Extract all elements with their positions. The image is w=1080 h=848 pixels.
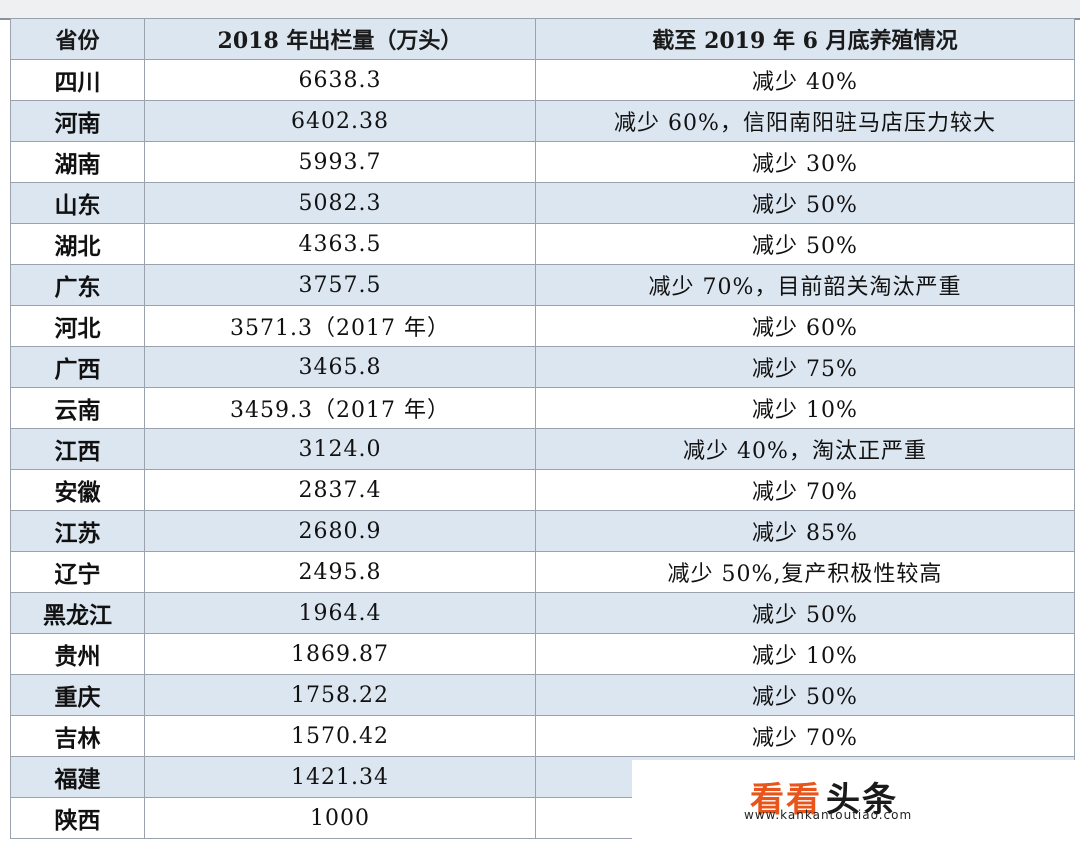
- province-cell: 吉林: [10, 715, 145, 757]
- output-cell: 1421.34: [144, 756, 536, 798]
- province-cell: 重庆: [10, 674, 145, 716]
- header-status-2019: 截至 2019 年 6 月底养殖情况: [535, 18, 1075, 60]
- province-cell: 贵州: [10, 633, 145, 675]
- province-cell: 云南: [10, 387, 145, 429]
- status-cell: 减少 10%: [535, 387, 1075, 429]
- status-cell: 减少 50%: [535, 674, 1075, 716]
- table-row: 湖北 4363.5 减少 50%: [10, 223, 1075, 265]
- status-cell: 减少 70%，目前韶关淘汰严重: [535, 264, 1075, 306]
- province-cell: 福建: [10, 756, 145, 798]
- status-cell: 减少 50%: [535, 223, 1075, 265]
- status-cell: 减少 70%: [535, 715, 1075, 757]
- output-cell: 2837.4: [144, 469, 536, 511]
- table-row: 河南 6402.38 减少 60%，信阳南阳驻马店压力较大: [10, 100, 1075, 142]
- table-row: 吉林 1570.42 减少 70%: [10, 715, 1075, 757]
- status-cell: 减少 30%: [535, 141, 1075, 183]
- status-cell: 减少 60%，信阳南阳驻马店压力较大: [535, 100, 1075, 142]
- watermark-overlay: [632, 760, 1080, 848]
- output-cell: 3459.3（2017 年）: [144, 387, 536, 429]
- table-row: 广西 3465.8 减少 75%: [10, 346, 1075, 388]
- province-cell: 河北: [10, 305, 145, 347]
- output-cell: 3124.0: [144, 428, 536, 470]
- output-cell: 5082.3: [144, 182, 536, 224]
- province-cell: 河南: [10, 100, 145, 142]
- table-row: 江苏 2680.9 减少 85%: [10, 510, 1075, 552]
- output-cell: 6402.38: [144, 100, 536, 142]
- output-cell: 1570.42: [144, 715, 536, 757]
- province-cell: 四川: [10, 59, 145, 101]
- output-cell: 3571.3（2017 年）: [144, 305, 536, 347]
- status-cell: 减少 50%,复产积极性较高: [535, 551, 1075, 593]
- output-cell: 1964.4: [144, 592, 536, 634]
- logo-dark-text: 头条: [826, 780, 898, 820]
- table-row: 安徽 2837.4 减少 70%: [10, 469, 1075, 511]
- status-cell: 减少 40%: [535, 59, 1075, 101]
- output-cell: 3465.8: [144, 346, 536, 388]
- table-row: 贵州 1869.87 减少 10%: [10, 633, 1075, 675]
- status-cell: 减少 50%: [535, 592, 1075, 634]
- table-row: 湖南 5993.7 减少 30%: [10, 141, 1075, 183]
- province-cell: 湖北: [10, 223, 145, 265]
- output-cell: 2680.9: [144, 510, 536, 552]
- province-cell: 江西: [10, 428, 145, 470]
- status-cell: 减少 10%: [535, 633, 1075, 675]
- province-cell: 广东: [10, 264, 145, 306]
- output-cell: 5993.7: [144, 141, 536, 183]
- output-cell: 1869.87: [144, 633, 536, 675]
- output-cell: 4363.5: [144, 223, 536, 265]
- table-row: 山东 5082.3 减少 50%: [10, 182, 1075, 224]
- status-cell: 减少 75%: [535, 346, 1075, 388]
- status-cell: 减少 70%: [535, 469, 1075, 511]
- output-cell: 1758.22: [144, 674, 536, 716]
- logo-colored-text: 看看: [750, 780, 822, 820]
- pig-output-table: 省份 2018 年出栏量（万头） 截至 2019 年 6 月底养殖情况 四川 6…: [10, 18, 1075, 839]
- output-cell: 3757.5: [144, 264, 536, 306]
- province-cell: 山东: [10, 182, 145, 224]
- table-row: 广东 3757.5 减少 70%，目前韶关淘汰严重: [10, 264, 1075, 306]
- table-row: 云南 3459.3（2017 年） 减少 10%: [10, 387, 1075, 429]
- province-cell: 江苏: [10, 510, 145, 552]
- output-cell: 1000: [144, 797, 536, 839]
- table-row: 四川 6638.3 减少 40%: [10, 59, 1075, 101]
- status-cell: 减少 85%: [535, 510, 1075, 552]
- province-cell: 广西: [10, 346, 145, 388]
- province-cell: 安徽: [10, 469, 145, 511]
- table-row: 河北 3571.3（2017 年） 减少 60%: [10, 305, 1075, 347]
- province-cell: 陕西: [10, 797, 145, 839]
- kankan-toutiao-logo: 看看 头条: [750, 772, 898, 821]
- province-cell: 黑龙江: [10, 592, 145, 634]
- header-row: 省份 2018 年出栏量（万头） 截至 2019 年 6 月底养殖情况: [10, 18, 1075, 60]
- watermark-url: www.kankantoutiao.com: [744, 808, 913, 822]
- table-row: 黑龙江 1964.4 减少 50%: [10, 592, 1075, 634]
- top-border-band: [0, 0, 1080, 20]
- table-row: 江西 3124.0 减少 40%，淘汰正严重: [10, 428, 1075, 470]
- status-cell: 减少 50%: [535, 182, 1075, 224]
- output-cell: 6638.3: [144, 59, 536, 101]
- header-output-2018: 2018 年出栏量（万头）: [144, 18, 536, 60]
- table-row: 辽宁 2495.8 减少 50%,复产积极性较高: [10, 551, 1075, 593]
- province-cell: 辽宁: [10, 551, 145, 593]
- province-cell: 湖南: [10, 141, 145, 183]
- status-cell: 减少 60%: [535, 305, 1075, 347]
- output-cell: 2495.8: [144, 551, 536, 593]
- table-row: 重庆 1758.22 减少 50%: [10, 674, 1075, 716]
- status-cell: 减少 40%，淘汰正严重: [535, 428, 1075, 470]
- header-province: 省份: [10, 18, 145, 60]
